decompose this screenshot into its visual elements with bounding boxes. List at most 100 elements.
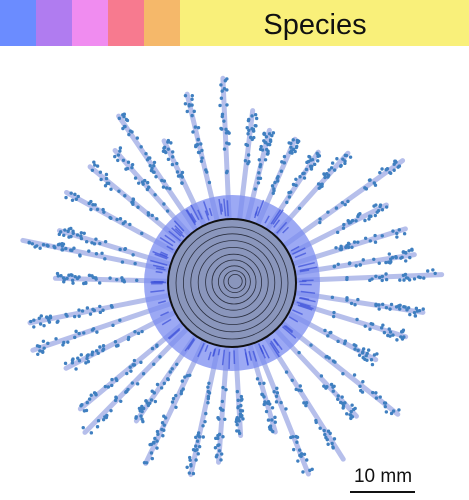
ray-dot (363, 324, 367, 328)
halo-stroke (212, 348, 217, 357)
ray-dot (407, 249, 411, 253)
ray-dot (388, 257, 393, 261)
ray-dot (130, 165, 134, 170)
halo-stroke (273, 338, 283, 351)
ray-dot (101, 308, 105, 312)
ray-dot (139, 414, 143, 418)
ray-dot (195, 448, 199, 452)
ray-dot (131, 363, 135, 367)
ray-dot (270, 184, 275, 188)
ray-dot (162, 145, 167, 150)
ray-dot (162, 202, 166, 206)
ray-dot (70, 198, 75, 202)
ray-dot (329, 166, 334, 170)
ray-dot (96, 351, 100, 355)
halo-stroke (207, 351, 212, 361)
ray-dot (111, 323, 115, 328)
ray-dot (270, 133, 274, 138)
ray-dot (153, 436, 157, 441)
ray-dot (341, 157, 345, 161)
ray-dot (35, 344, 40, 348)
ray-dot (389, 302, 394, 307)
ray-dot (326, 334, 330, 338)
ray-dot (235, 423, 239, 427)
halo-stroke (168, 230, 182, 242)
ray-dot (365, 358, 369, 362)
ray-dot (103, 184, 108, 188)
ray-dot (375, 352, 379, 356)
ray-dot (330, 441, 334, 446)
ray-dot (387, 252, 392, 256)
ray-dot (272, 188, 276, 193)
ray-dot (402, 278, 406, 282)
ray-dot (340, 395, 344, 399)
ray-dot (95, 330, 99, 334)
ray-dot (187, 471, 192, 475)
ray-dot (258, 381, 262, 386)
ray-dot (150, 213, 154, 218)
ray-dot (298, 175, 302, 179)
ray-dot (218, 406, 223, 411)
ray-dot (203, 419, 207, 424)
ray-dot (369, 321, 373, 326)
ray-dot (380, 302, 385, 307)
ray-dot (115, 277, 119, 282)
ray-dot (353, 303, 357, 307)
ray-dot (332, 168, 337, 172)
ray-dot (346, 241, 351, 246)
ray-dot (175, 170, 180, 174)
halo-stroke (296, 301, 311, 308)
halo-stroke (298, 297, 316, 303)
ray-dot (221, 435, 225, 439)
ray-dot (206, 385, 210, 389)
ray-dot (70, 358, 75, 362)
ray-dot (206, 400, 210, 405)
halo-stroke (208, 207, 213, 217)
ray-dot (113, 154, 117, 159)
ray-dot (135, 278, 139, 283)
ray-dot (398, 307, 402, 311)
ray-dot (291, 138, 295, 142)
ray-dot (305, 458, 309, 462)
ray-dot (69, 226, 73, 231)
ray-dot (239, 398, 244, 402)
ray-dot (221, 385, 225, 390)
ray-dot (276, 174, 280, 179)
ray-dot (197, 444, 202, 449)
ray-dot (162, 179, 167, 183)
ray-dot (183, 102, 188, 106)
ray-dot (84, 280, 88, 285)
halo-stroke (299, 266, 318, 272)
ray-dot (356, 213, 361, 217)
ray-dot (293, 149, 297, 154)
ray-dot (159, 386, 164, 390)
ray-dot (322, 428, 326, 433)
ring (227, 273, 243, 289)
ray-dot (166, 377, 170, 381)
ray-dot (109, 408, 113, 413)
ray-dot (63, 361, 68, 366)
ray-dot (123, 194, 127, 198)
ray-dot (94, 349, 99, 353)
ray-dot (109, 187, 113, 191)
ray-dot (224, 387, 228, 392)
swatch (0, 0, 36, 46)
halo-stroke (282, 226, 290, 234)
ray-dot (207, 180, 212, 185)
ray-dot (155, 446, 159, 450)
ray-dot (118, 149, 122, 153)
ray-dot (225, 77, 229, 81)
ray-dot (187, 104, 191, 108)
ray-dot (27, 240, 31, 244)
ray-dot (222, 147, 227, 151)
ray-dot (169, 141, 173, 145)
ray-dot (304, 167, 309, 172)
header-bar: Species (0, 0, 469, 46)
ray-dot (266, 151, 270, 155)
ray-dot (391, 333, 395, 337)
ray-dot (185, 465, 189, 469)
ray-dot (268, 424, 273, 428)
ray-dot (241, 417, 245, 421)
ray-dot (318, 220, 322, 225)
ray-dot (319, 374, 324, 378)
